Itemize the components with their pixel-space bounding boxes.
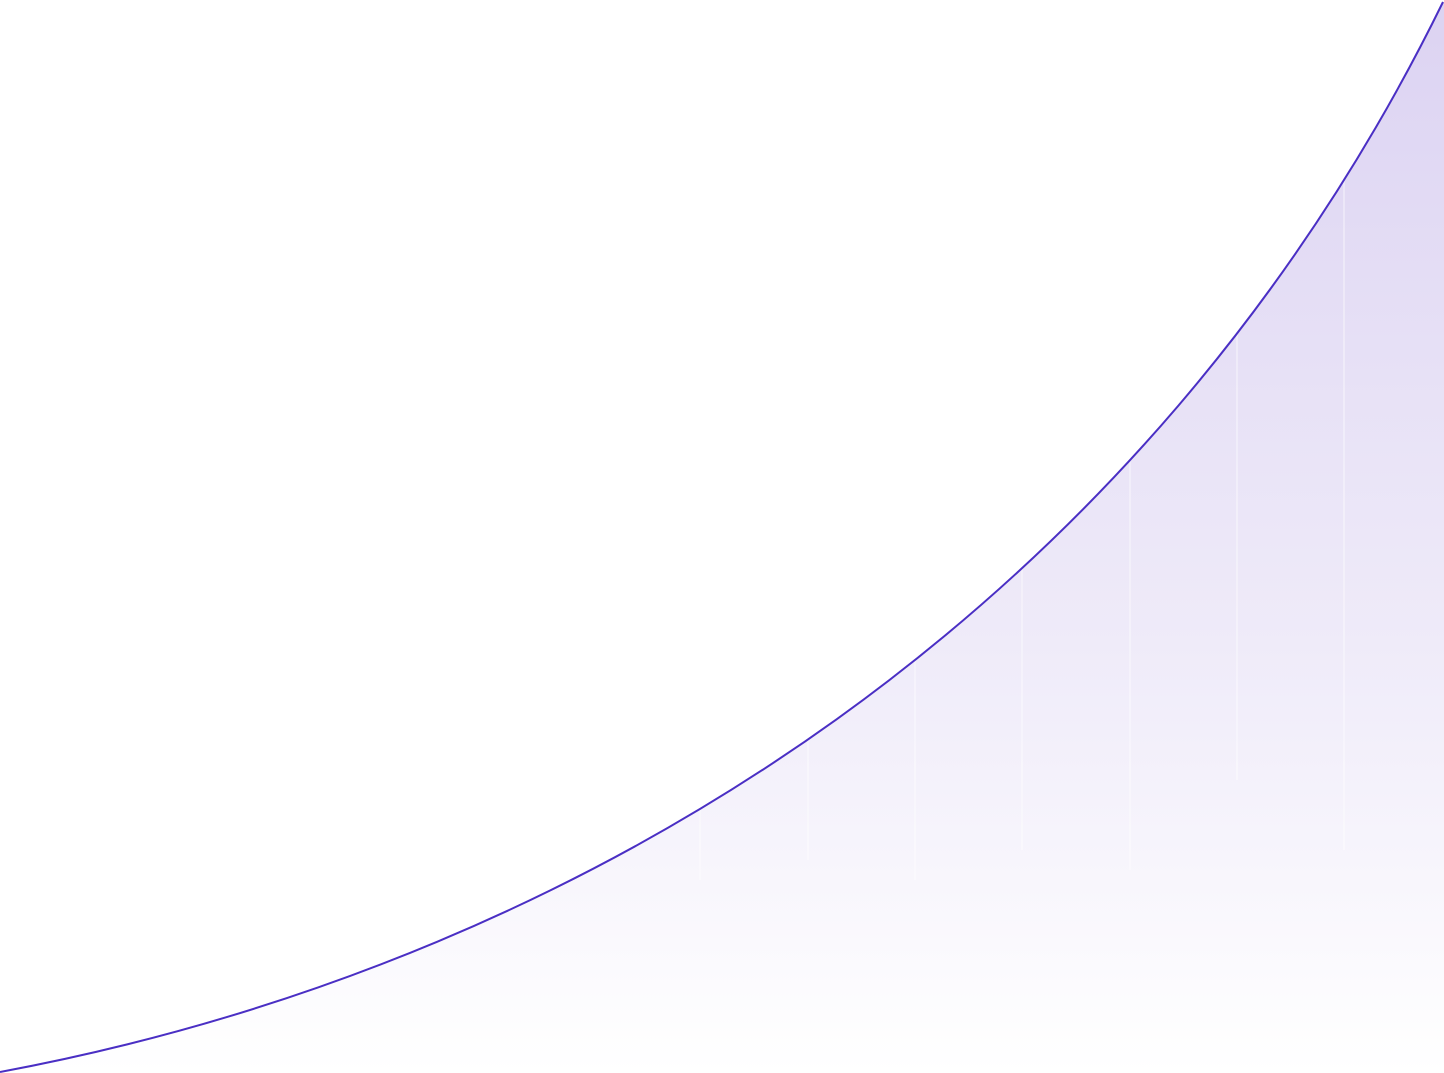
curve-graphic xyxy=(0,1,1444,1073)
area-fill xyxy=(0,2,1444,1073)
page xyxy=(0,0,1444,1073)
curve-line xyxy=(0,1,1444,1073)
